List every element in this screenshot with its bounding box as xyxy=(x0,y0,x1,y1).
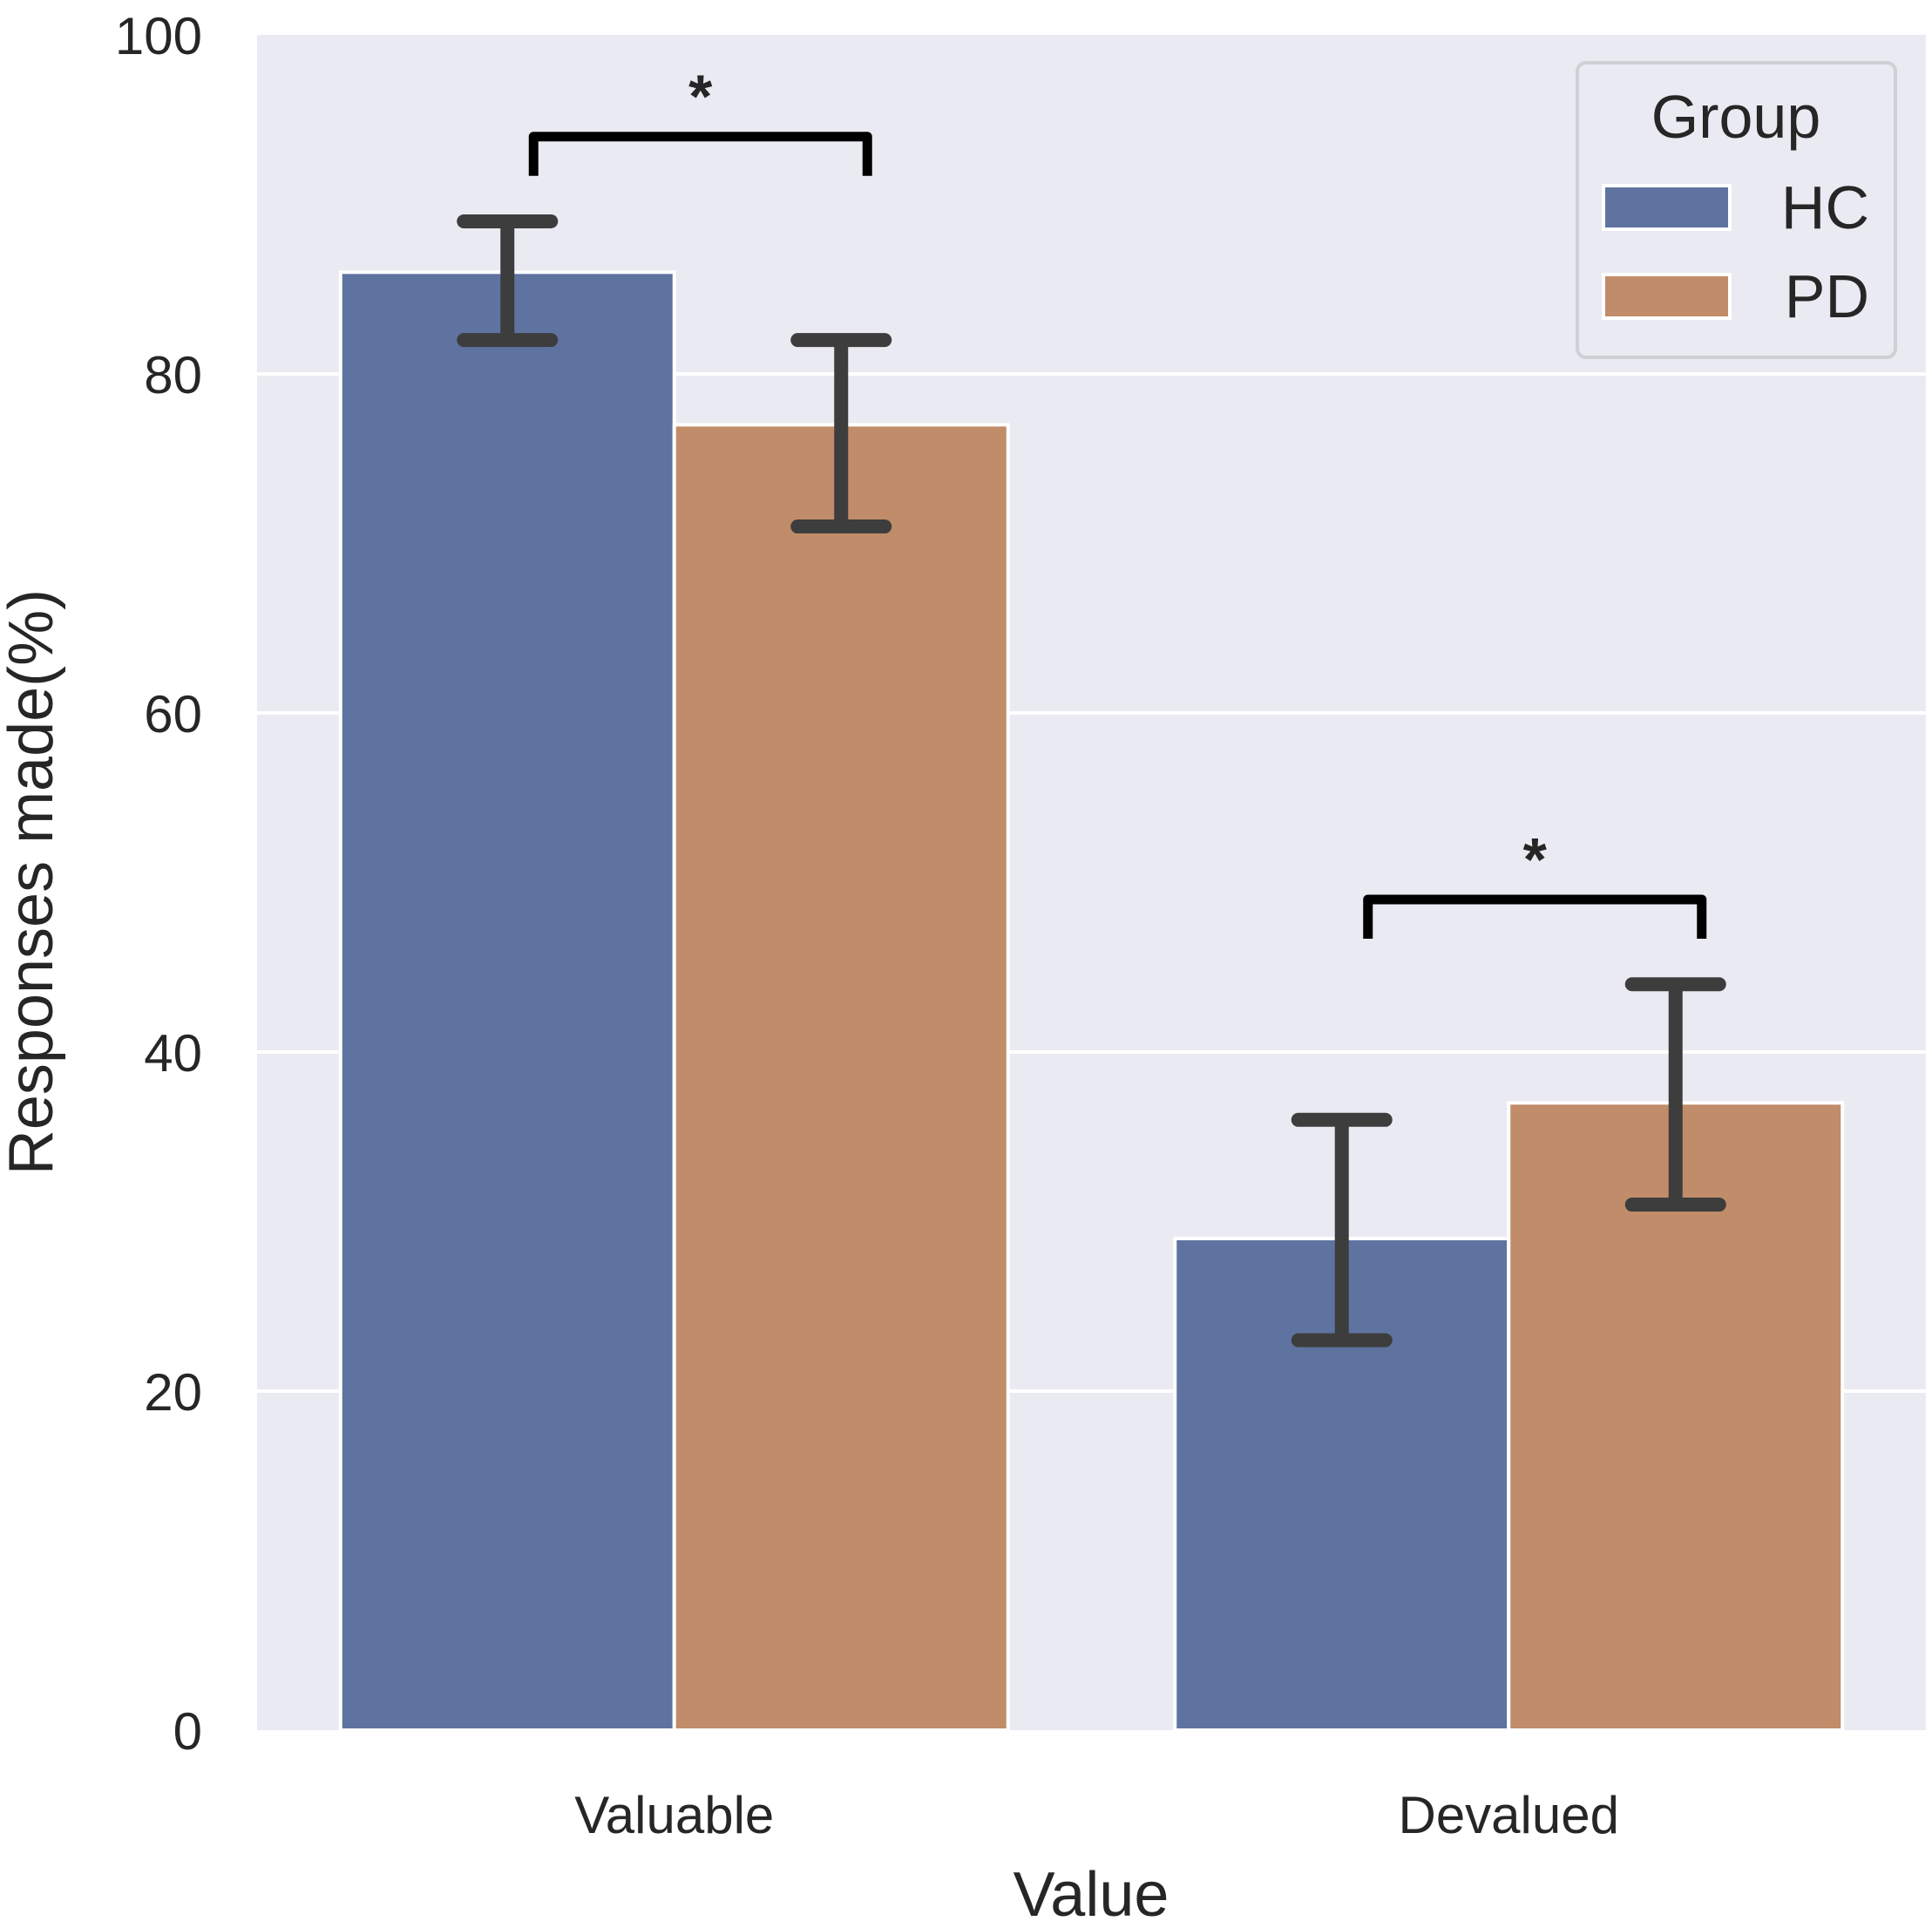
bars xyxy=(338,270,1845,1733)
legend: Group HC PD xyxy=(1576,61,1897,359)
y-tick-label: 20 xyxy=(144,1363,202,1422)
y-axis-label: Responses made(%) xyxy=(0,589,66,1175)
x-tick-label: Valuable xyxy=(574,1786,774,1844)
y-tick-label: 60 xyxy=(144,685,202,743)
y-tick-label: 40 xyxy=(144,1024,202,1083)
x-tick-label: Devalued xyxy=(1398,1786,1619,1844)
bar-hc-valuable xyxy=(338,270,676,1732)
legend-label-hc: HC xyxy=(1781,173,1869,241)
bar-pd-valuable xyxy=(672,423,1010,1733)
y-tick-label: 80 xyxy=(144,346,202,404)
significance-annotations: ** xyxy=(528,63,1707,939)
legend-swatch-hc xyxy=(1602,184,1732,231)
y-axis-ticks: 0 20 40 60 80 100 xyxy=(115,7,202,1761)
significance-bracket-devalued xyxy=(1363,894,1707,939)
legend-label-pd: PD xyxy=(1785,262,1869,330)
y-tick-label: 0 xyxy=(173,1702,202,1761)
x-axis-label: Value xyxy=(1013,1860,1169,1928)
significance-star: * xyxy=(688,63,713,131)
x-axis-ticks: Valuable Devalued xyxy=(574,1786,1619,1844)
significance-star: * xyxy=(1523,825,1548,893)
legend-title: Group xyxy=(1651,83,1821,151)
error-bars xyxy=(457,214,1726,1348)
legend-swatch-pd xyxy=(1602,273,1732,320)
y-tick-label: 100 xyxy=(115,7,202,65)
significance-bracket-valuable xyxy=(528,132,872,176)
